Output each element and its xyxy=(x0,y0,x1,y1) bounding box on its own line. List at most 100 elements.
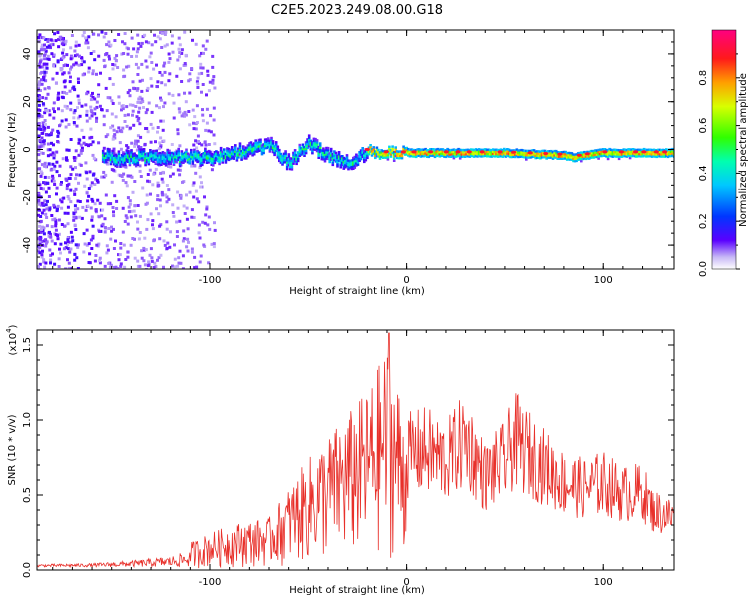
noise-cell xyxy=(125,144,129,148)
ridge-cell xyxy=(436,150,440,153)
ridge-cell xyxy=(296,155,300,158)
ridge-cell xyxy=(219,149,223,152)
ridge-cell xyxy=(326,149,330,152)
noise-cell xyxy=(139,101,143,105)
ridge-cell xyxy=(218,160,221,164)
ridge-cell xyxy=(117,156,121,160)
noise-cell xyxy=(194,139,198,143)
ridge-cell xyxy=(271,142,275,145)
noise-cell xyxy=(125,65,129,69)
ridge-cell xyxy=(660,149,663,152)
noise-cell xyxy=(112,135,116,139)
noise-cell xyxy=(139,146,143,149)
ridge-cell xyxy=(620,153,624,156)
noise-cell xyxy=(49,168,53,172)
ridge-cell xyxy=(186,158,190,162)
noise-cell xyxy=(159,96,162,100)
noise-cell xyxy=(120,175,124,178)
ridge-cell xyxy=(314,148,317,151)
noise-cell xyxy=(178,55,181,59)
ridge-cell xyxy=(576,156,580,159)
noise-cell xyxy=(170,41,174,45)
ridge-cell xyxy=(183,160,187,163)
ridge-cell xyxy=(237,151,240,155)
ridge-cell xyxy=(123,161,127,164)
ridge-cell xyxy=(523,151,526,155)
ridge-cell xyxy=(575,155,578,158)
ridge-cell xyxy=(660,151,663,154)
noise-cell xyxy=(167,188,171,192)
ridge-cell xyxy=(388,152,391,155)
ridge-cell xyxy=(199,153,202,157)
noise-cell xyxy=(93,97,97,101)
ridge-cell xyxy=(657,148,660,151)
noise-cell xyxy=(192,143,196,147)
y-tick-label: 1.0 xyxy=(22,412,33,428)
ridge-cell xyxy=(595,151,599,154)
ridge-cell xyxy=(128,159,132,162)
noise-cell xyxy=(107,54,111,58)
noise-cell xyxy=(202,51,205,55)
y-tick-label: 0 xyxy=(22,146,33,152)
noise-cell xyxy=(66,205,70,209)
noise-cell xyxy=(135,54,138,58)
ridge-cell xyxy=(245,146,248,149)
noise-cell xyxy=(100,30,104,34)
figure-title: C2E5.2023.249.08.00.G18 xyxy=(271,3,443,18)
ridge-cell xyxy=(488,151,492,154)
noise-cell xyxy=(195,265,199,269)
noise-cell xyxy=(67,197,71,201)
noise-cell xyxy=(132,47,136,51)
noise-cell xyxy=(138,214,142,218)
ridge-cell xyxy=(583,150,586,154)
noise-cell xyxy=(69,188,73,192)
noise-cell xyxy=(90,181,94,185)
ridge-cell xyxy=(199,162,202,165)
noise-cell xyxy=(57,91,61,95)
noise-cell xyxy=(169,165,173,169)
ridge-cell xyxy=(199,164,202,167)
ridge-cell xyxy=(553,149,556,153)
noise-cell xyxy=(198,260,202,264)
ridge-cell xyxy=(641,148,644,151)
ridge-cell xyxy=(155,158,158,161)
ridge-cell xyxy=(216,155,220,158)
noise-cell xyxy=(121,178,125,182)
ridge-cell xyxy=(122,159,125,162)
ridge-cell xyxy=(207,154,210,158)
noise-cell xyxy=(200,51,203,55)
noise-cell xyxy=(135,115,139,119)
noise-cell xyxy=(195,104,199,108)
ridge-cell xyxy=(372,150,375,153)
ridge-cell xyxy=(581,153,585,156)
ridge-cell xyxy=(219,153,223,156)
noise-cell xyxy=(97,54,101,58)
noise-cell xyxy=(81,205,85,209)
noise-cell xyxy=(61,36,64,40)
noise-cell xyxy=(70,34,74,37)
noise-cell xyxy=(46,45,49,49)
noise-cell xyxy=(171,93,175,97)
noise-cell xyxy=(95,179,99,182)
ridge-cell xyxy=(298,154,302,157)
noise-cell xyxy=(183,62,187,65)
noise-cell xyxy=(112,168,116,172)
noise-cell xyxy=(136,87,140,91)
ridge-cell xyxy=(180,152,184,155)
ridge-cell xyxy=(435,150,438,153)
ridge-cell xyxy=(147,160,151,164)
ridge-cell xyxy=(466,155,470,158)
ridge-cell xyxy=(419,151,423,154)
ridge-cell xyxy=(383,152,386,155)
ridge-cell xyxy=(116,163,119,166)
noise-cell xyxy=(100,108,104,112)
noise-cell xyxy=(121,107,125,111)
noise-cell xyxy=(120,130,124,134)
ridge-cell xyxy=(276,154,280,157)
noise-cell xyxy=(50,131,53,135)
noise-cell xyxy=(65,156,68,160)
ridge-cell xyxy=(366,150,369,153)
ridge-cell xyxy=(285,159,289,162)
ridge-cell xyxy=(161,157,165,160)
noise-cell xyxy=(37,113,41,116)
